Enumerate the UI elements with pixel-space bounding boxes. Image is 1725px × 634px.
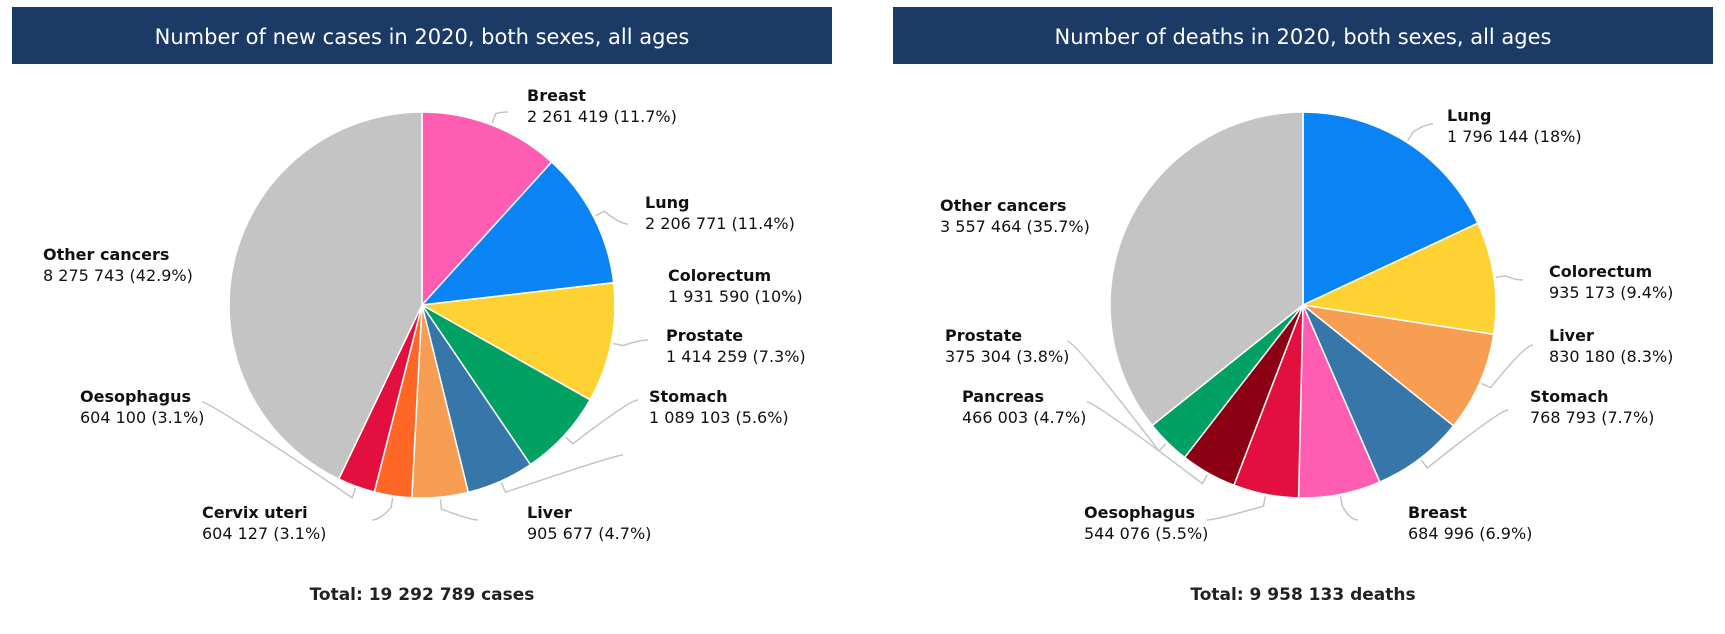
- new-cases-slice-colorectum: [419, 281, 616, 401]
- new-cases-label-stomach: Stomach: [649, 387, 728, 406]
- new-cases-value-other-cancers: 8 275 743 (42.9%): [43, 266, 193, 285]
- new-cases-value-stomach: 1 089 103 (5.6%): [649, 408, 789, 427]
- new-cases-leader-lung: [595, 210, 629, 225]
- new-cases-value-prostate: 1 414 259 (7.3%): [666, 347, 806, 366]
- deaths-value-other-cancers: 3 557 464 (35.7%): [940, 217, 1090, 236]
- deaths-labels: Lung 1 796 144 (18%) Colorectum 935 173 (9.…: [940, 106, 1673, 543]
- new-cases-value-oesophagus: 604 100 (3.1%): [80, 408, 204, 427]
- deaths-label-colorectum: Colorectum: [1549, 262, 1652, 281]
- deaths-leader-breast: [1339, 496, 1359, 521]
- deaths-label-prostate: Prostate: [945, 326, 1022, 345]
- new-cases-total: Total: 19 292 789 cases: [310, 585, 535, 605]
- deaths-leader-colorectum: [1495, 275, 1524, 281]
- new-cases-label-liver: Liver: [527, 503, 572, 522]
- new-cases-value-breast: 2 261 419 (11.7%): [527, 107, 677, 126]
- new-cases-leader-liver: [439, 499, 479, 521]
- deaths-leader-liver: [1481, 344, 1534, 389]
- new-cases-leader-breast: [491, 111, 509, 124]
- deaths-value-pancreas: 466 003 (4.7%): [962, 408, 1086, 427]
- new-cases-leader-colorectum: [613, 339, 649, 347]
- deaths-leader-lung: [1407, 123, 1434, 141]
- deaths-slice-other-cancers: [1109, 111, 1304, 427]
- new-cases-slice-lung: [420, 160, 615, 306]
- new-cases-slice-other-cancers: [228, 111, 423, 481]
- new-cases-leader-prostate: [564, 399, 639, 445]
- new-cases-panel: Number of new cases in 2020, both sexes,…: [12, 7, 832, 605]
- deaths-label-lung: Lung: [1447, 106, 1491, 125]
- new-cases-value-cervix-uteri: 604 127 (3.1%): [202, 524, 326, 543]
- deaths-value-prostate: 375 304 (3.8%): [945, 347, 1069, 366]
- new-cases-leader-cervix-uteri: [371, 497, 394, 521]
- new-cases-value-colorectum: 1 931 590 (10%): [668, 287, 803, 306]
- deaths-leader-oesophagus: [1206, 496, 1267, 521]
- deaths-label-stomach: Stomach: [1530, 387, 1609, 406]
- deaths-leader-lines: [1066, 123, 1534, 521]
- new-cases-value-liver: 905 677 (4.7%): [527, 524, 651, 543]
- deaths-label-oesophagus: Oesophagus: [1084, 503, 1195, 522]
- deaths-leader-pancreas: [1086, 401, 1208, 485]
- deaths-slice-liver: [1300, 303, 1495, 427]
- new-cases-labels: Breast 2 261 419 (11.7%) Lung 2 206 771 (11…: [43, 86, 806, 543]
- new-cases-leader-stomach: [500, 454, 624, 494]
- new-cases-label-breast: Breast: [527, 86, 586, 105]
- new-cases-slice-breast: [421, 111, 553, 307]
- new-cases-leader-lines: [201, 111, 649, 521]
- deaths-slice-lung: [1302, 111, 1479, 307]
- new-cases-label-oesophagus: Oesophagus: [80, 387, 191, 406]
- new-cases-label-cervix-uteri: Cervix uteri: [202, 503, 308, 522]
- deaths-value-liver: 830 180 (8.3%): [1549, 347, 1673, 366]
- deaths-slice-stomach: [1302, 304, 1455, 484]
- deaths-leader-prostate: [1066, 340, 1167, 453]
- deaths-pie: [1109, 111, 1497, 499]
- deaths-value-lung: 1 796 144 (18%): [1447, 127, 1582, 146]
- deaths-slice-colorectum: [1300, 222, 1497, 336]
- deaths-value-colorectum: 935 173 (9.4%): [1549, 283, 1673, 302]
- new-cases-chart-title: Number of new cases in 2020, both sexes,…: [155, 25, 690, 49]
- deaths-header-bar: [893, 7, 1713, 64]
- new-cases-label-other-cancers: Other cancers: [43, 245, 169, 264]
- deaths-leader-stomach: [1420, 409, 1509, 470]
- deaths-label-liver: Liver: [1549, 326, 1594, 345]
- new-cases-label-lung: Lung: [645, 193, 689, 212]
- deaths-value-stomach: 768 793 (7.7%): [1530, 408, 1654, 427]
- new-cases-leader-oesophagus: [201, 401, 357, 499]
- deaths-label-pancreas: Pancreas: [962, 387, 1044, 406]
- deaths-label-other-cancers: Other cancers: [940, 196, 1066, 215]
- deaths-panel: Number of deaths in 2020, both sexes, al…: [893, 7, 1713, 605]
- new-cases-value-lung: 2 206 771 (11.4%): [645, 214, 795, 233]
- deaths-chart-title: Number of deaths in 2020, both sexes, al…: [1055, 25, 1552, 49]
- deaths-value-breast: 684 996 (6.9%): [1408, 524, 1532, 543]
- new-cases-label-prostate: Prostate: [666, 326, 743, 345]
- new-cases-header-bar: [12, 7, 832, 64]
- deaths-total: Total: 9 958 133 deaths: [1190, 585, 1415, 605]
- deaths-value-oesophagus: 544 076 (5.5%): [1084, 524, 1208, 543]
- new-cases-pie: [228, 111, 616, 499]
- new-cases-label-colorectum: Colorectum: [668, 266, 771, 285]
- deaths-label-breast: Breast: [1408, 503, 1467, 522]
